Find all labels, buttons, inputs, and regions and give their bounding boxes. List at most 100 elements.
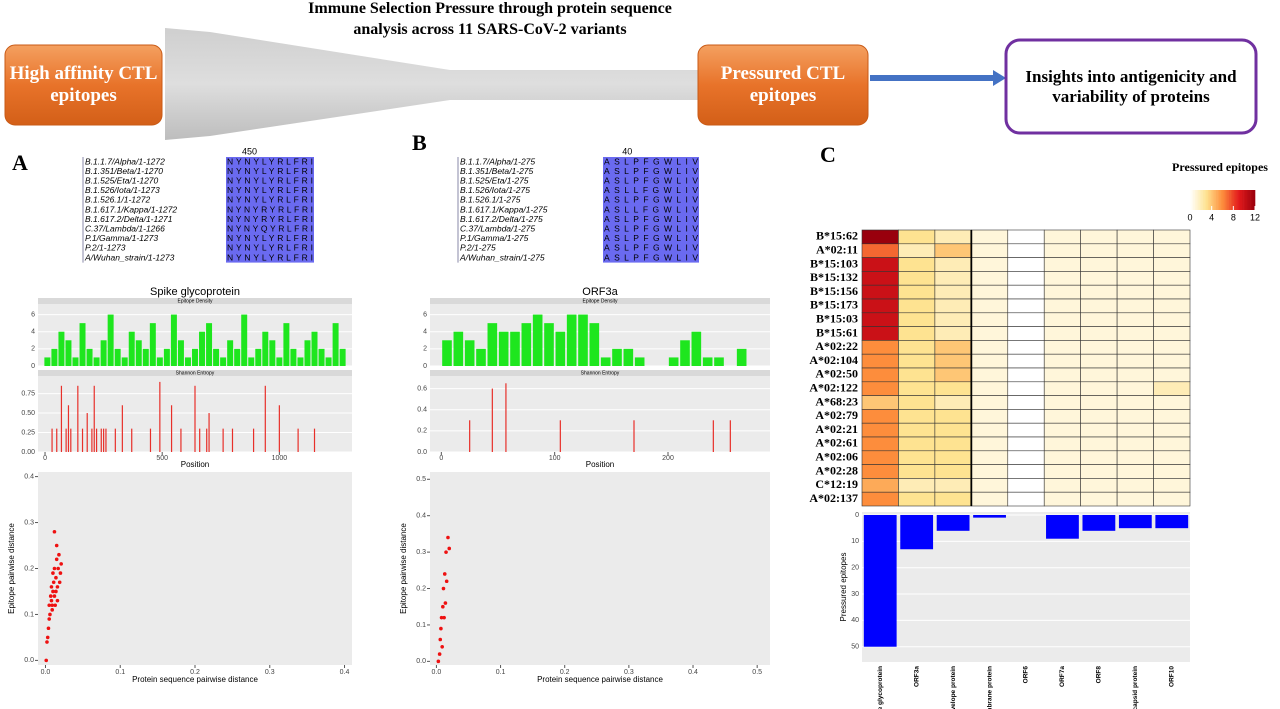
sequence-residues: NYNYLYRLFRI [227, 233, 313, 243]
entropy-bar [65, 428, 67, 452]
y-tick-label: 0.2 [24, 565, 34, 572]
heatmap-cell [1153, 409, 1191, 424]
heatmap-cell [898, 409, 936, 424]
y-axis-label: Epitope pairwise distance [7, 523, 16, 614]
entropy-bar [95, 428, 98, 452]
heatmap-cell [1043, 436, 1081, 452]
heatmap-cell [898, 491, 936, 507]
heatmap-cell [1007, 436, 1045, 452]
y-tick-label: 30 [851, 591, 859, 598]
column-label: ORF6 [1023, 666, 1030, 684]
heatmap-cell [1080, 450, 1118, 465]
y-tick-label: 0.2 [417, 428, 427, 435]
density-bar [170, 314, 177, 366]
heatmap-cell [1043, 284, 1081, 300]
heatmap-cell [1080, 381, 1118, 396]
row-label: B*15:03 [816, 311, 858, 325]
heatmap-cell [898, 312, 936, 327]
heatmap-cell [861, 436, 899, 452]
scatter-point [441, 586, 446, 591]
sequence-name: C.37/Lambda/1-275 [460, 223, 535, 233]
heatmap-cell [1116, 395, 1154, 410]
row-label: A*02:28 [815, 463, 858, 477]
entropy-bar [729, 420, 731, 452]
heatmap-cell [861, 409, 899, 424]
heatmap-cell [1080, 326, 1118, 341]
heatmap-cell [898, 271, 936, 286]
heatmap-cell [1153, 243, 1191, 258]
legend-tick-label: 0 [1187, 212, 1192, 222]
y-tick-label: 2 [423, 346, 427, 353]
entropy-bar [199, 428, 201, 452]
heatmap-cell [1080, 271, 1118, 286]
entropy-bar [491, 388, 493, 452]
alignment-block [226, 157, 314, 263]
heatmap-cell [1043, 409, 1081, 424]
heatmap-cell [861, 312, 899, 327]
sequence-residues: NYNYQYRLFRI [227, 223, 313, 233]
row-label: A*02:11 [816, 242, 858, 256]
sequence-name: B.1.351/Beta/1-1270 [85, 166, 163, 176]
density-bar [156, 357, 163, 366]
density-bar [128, 331, 135, 366]
facet-strip [430, 370, 770, 376]
scatter-point [52, 566, 57, 571]
heatmap-cell [1116, 271, 1154, 286]
scatter-point [56, 566, 60, 571]
density-bar [79, 323, 86, 366]
scatter-point [54, 543, 59, 548]
scatter-point [444, 550, 448, 554]
row-label: B*15:103 [810, 256, 858, 270]
density-bar [521, 323, 532, 366]
row-label: A*02:61 [815, 436, 858, 450]
heatmap-cell [934, 367, 972, 383]
legend-swatch [1196, 190, 1199, 210]
density-bar [142, 348, 149, 366]
sequence-residues: NYNYLYRLFRI [227, 243, 313, 253]
y-tick-label: 6 [31, 311, 35, 318]
heatmap-cell [971, 395, 1009, 410]
x-tick-label: 0.0 [41, 669, 51, 676]
scatter-point [44, 658, 49, 663]
heatmap-cell [971, 464, 1009, 479]
entropy-bar [70, 428, 72, 452]
density-bar [100, 340, 107, 366]
scatter-point [51, 571, 55, 575]
panel-background [38, 472, 352, 665]
heatmap-cell [1007, 243, 1045, 258]
legend-swatch [1212, 190, 1215, 210]
scatter-point [57, 580, 62, 585]
x-tick-label: 0.3 [624, 669, 634, 676]
heatmap-cell [1007, 478, 1045, 493]
heatmap-cell [1043, 312, 1081, 327]
y-tick-label: 0 [855, 512, 859, 519]
scatter-point [54, 589, 58, 594]
heatmap-cell [1116, 409, 1154, 424]
heatmap-cell [898, 340, 936, 355]
scatter-point [49, 585, 54, 589]
heatmap-cell [1116, 312, 1154, 327]
bar [936, 515, 970, 531]
entropy-bar [313, 428, 316, 452]
heatmap-cell [1043, 298, 1081, 314]
scatter-point [439, 626, 443, 631]
density-bar [241, 314, 248, 366]
scatter-point [54, 557, 59, 562]
heatmap-cell [971, 284, 1009, 300]
heatmap-cell [1116, 464, 1154, 479]
entropy-bar [252, 428, 255, 452]
sequence-name: B.1.1.7/Alpha/1-275 [460, 156, 535, 166]
x-axis-label: Position [181, 460, 209, 469]
density-bar [220, 357, 227, 366]
y-tick-label: 0 [31, 363, 35, 370]
row-label: A*68:23 [815, 394, 858, 408]
entropy-bar [297, 428, 299, 452]
scatter-point [48, 612, 52, 617]
flow-title: Immune Selection Pressure through protei… [308, 0, 672, 38]
legend-tick-label: 8 [1231, 212, 1236, 222]
entropy-bar [231, 428, 234, 452]
entropy-bar [103, 428, 105, 452]
heatmap-cell [1043, 450, 1081, 465]
panel-background [430, 472, 770, 665]
density-bar [51, 348, 58, 366]
